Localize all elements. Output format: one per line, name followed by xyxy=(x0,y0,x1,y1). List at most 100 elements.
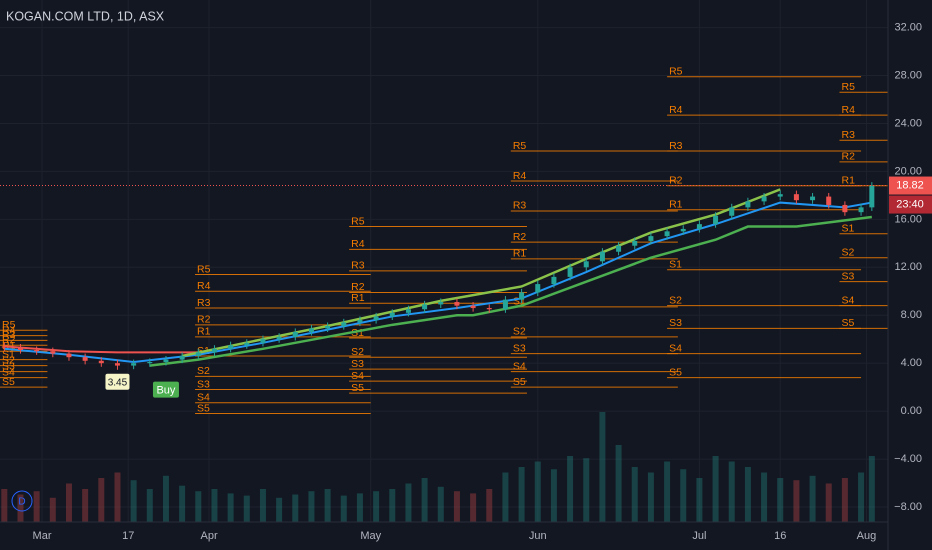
plot: R5R4R3R2R1S1S2S3S4S5R5R4R3R2R1S1S2S3S4S5… xyxy=(0,0,888,522)
candle-body xyxy=(325,326,331,329)
candle-body xyxy=(50,351,56,354)
candle-body xyxy=(147,361,153,364)
volume-bar xyxy=(518,467,525,522)
candle-body xyxy=(357,320,363,323)
volume-bar xyxy=(82,489,89,522)
pivot-label: S1 xyxy=(669,258,682,270)
volume-bar xyxy=(567,456,574,522)
candle-body xyxy=(114,363,120,366)
candle-body xyxy=(195,352,201,356)
candle-body xyxy=(826,196,832,205)
candle-body xyxy=(98,360,104,364)
volume-bar xyxy=(308,491,315,522)
candle-body xyxy=(502,299,508,310)
pivot-label: R2 xyxy=(2,334,16,346)
countdown-box xyxy=(889,195,932,214)
candle-body xyxy=(583,261,589,268)
annotation: Buy xyxy=(156,384,175,396)
candle-body xyxy=(228,345,234,349)
volume-bar xyxy=(599,412,606,522)
last-price-box xyxy=(889,176,932,195)
buy-badge xyxy=(152,381,179,398)
volume-bar xyxy=(130,480,137,522)
candle-body xyxy=(858,207,864,213)
logo-letter: D xyxy=(18,497,25,508)
volume-bar xyxy=(486,489,493,522)
volume-bar xyxy=(761,472,768,522)
pivot-label: S5 xyxy=(2,376,15,388)
volume-bar xyxy=(664,461,671,522)
x-tick-label: Aug xyxy=(857,530,877,542)
candle-body xyxy=(810,196,816,201)
annotation: 3.45 xyxy=(108,377,128,388)
pivot-label: R4 xyxy=(669,104,683,116)
volume-bar xyxy=(583,458,590,522)
volume-bar xyxy=(858,472,865,522)
volume-bar xyxy=(744,467,751,522)
candle-body xyxy=(535,284,541,293)
y-tick-label: 28.00 xyxy=(894,69,922,81)
volume-bar xyxy=(292,494,299,522)
volume-bar xyxy=(179,485,186,522)
y-tick-label: −8.00 xyxy=(894,501,922,513)
volume-bar xyxy=(550,469,557,522)
volume-bar xyxy=(211,489,218,522)
pivot-label: R3 xyxy=(513,200,527,212)
candle-body xyxy=(470,305,476,309)
volume-bar xyxy=(227,493,234,522)
candle-body xyxy=(405,309,411,313)
y-tick-label: 12.00 xyxy=(894,261,922,273)
volume-bar xyxy=(98,478,105,522)
candle-body xyxy=(131,363,137,366)
volume-bar xyxy=(146,489,153,522)
candle-body xyxy=(1,346,7,348)
volume-bar xyxy=(65,483,72,522)
candle-body xyxy=(82,357,88,361)
y-tick-label: 0.00 xyxy=(901,405,922,417)
low-badge xyxy=(105,373,130,390)
pivot-label: R2 xyxy=(197,314,211,326)
candle-body xyxy=(211,348,217,353)
pivot-label: R1 xyxy=(842,175,856,187)
last-price-label: 18.82 xyxy=(896,179,924,191)
volume-bar xyxy=(373,491,380,522)
candle-body xyxy=(292,332,298,337)
pivot-label: R3 xyxy=(197,297,211,309)
candle-body xyxy=(632,240,638,246)
y-tick-label: 20.00 xyxy=(894,165,922,177)
pivot-label: R2 xyxy=(513,231,527,243)
volume-bar xyxy=(259,489,266,522)
volume-bar xyxy=(534,461,541,522)
pivot-label: S2 xyxy=(669,294,682,306)
volume-bar xyxy=(49,497,56,522)
pivot-label: R3 xyxy=(351,260,365,272)
candle-body xyxy=(842,204,848,213)
indicator-line xyxy=(4,345,199,354)
candle-body xyxy=(17,347,23,350)
x-tick-label: 17 xyxy=(122,530,134,542)
volume-bar xyxy=(405,483,412,522)
pivot-label: R3 xyxy=(842,129,856,141)
pivot-label: R1 xyxy=(513,248,527,260)
candle-body xyxy=(422,304,428,310)
x-tick-label: Apr xyxy=(201,530,218,542)
candle-body xyxy=(66,353,72,358)
volume-bar xyxy=(825,483,832,522)
candle-body xyxy=(34,349,40,352)
candle-body xyxy=(696,224,702,229)
y-tick-label: 16.00 xyxy=(894,213,922,225)
pivot-label: R5 xyxy=(669,65,683,77)
volume-bar xyxy=(324,489,331,522)
volume-bar xyxy=(615,445,622,522)
candle-body xyxy=(869,185,875,208)
candle-body xyxy=(244,342,250,346)
volume-bar xyxy=(437,486,444,522)
volume-bar xyxy=(841,478,848,522)
pivot-label: R2 xyxy=(351,281,365,293)
x-tick-label: 16 xyxy=(774,530,786,542)
x-tick-label: Jun xyxy=(529,530,547,542)
logo-badge[interactable] xyxy=(11,490,33,512)
volume-bar xyxy=(1,489,8,522)
volume-bar xyxy=(195,491,202,522)
candle-body xyxy=(777,194,783,197)
